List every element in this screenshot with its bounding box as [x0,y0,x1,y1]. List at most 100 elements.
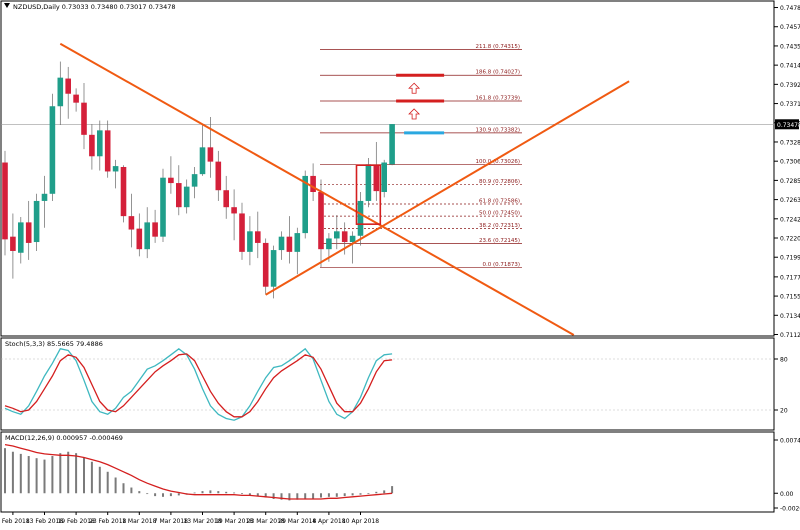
highlight-box [355,164,382,225]
macd-histogram-bar [169,493,172,497]
macd-histogram-bar [59,453,62,494]
macd-histogram-bar [154,493,157,497]
macd-histogram-bar [288,493,291,501]
macd-histogram-bar [209,490,212,494]
candle-bearish [215,161,222,191]
price-panel-header: NZDUSD,Daily 0.73033 0.73480 0.73017 0.7… [13,3,176,11]
candle-bullish [389,124,395,165]
candle-bearish [341,231,348,243]
stoch-line-d [4,353,393,418]
macd-signal-line [4,443,393,500]
candle-bullish [49,106,56,194]
macd-histogram-bar [359,493,362,495]
time-axis-label: 7 Mar 2018 [154,518,188,525]
price-axis-label: 0.74785 [780,5,800,12]
macd-axis-label: -0.00206 [780,506,800,513]
up-arrow-icon [408,82,421,94]
candle-bearish [136,228,143,250]
collapse-arrow-icon[interactable] [4,3,10,8]
trendline-ascending [265,80,630,296]
price-axis-label: 0.73925 [780,82,800,89]
candle-bullish [18,222,24,253]
candle-bullish [381,162,387,193]
time-axis-label: 13 Feb 2018 [26,518,64,525]
macd-histogram-bar [256,493,259,497]
candle-bearish [104,130,111,172]
macd-histogram-bar [11,451,14,494]
stoch-panel-frame [0,337,775,431]
candle-bullish [334,231,340,239]
candle-bearish [10,236,16,251]
candle-bullish [160,177,166,237]
candle-bullish [97,130,103,157]
time-axis-label: 23 Feb 2018 [89,518,127,525]
price-axis-label: 0.73065 [780,159,800,166]
macd-histogram-bar [320,493,322,498]
candle-bullish [349,235,356,243]
macd-histogram-bar [90,461,93,494]
candle-bearish [81,102,87,135]
price-axis-label: 0.72205 [780,236,800,243]
candle-bearish [262,242,269,287]
time-axis-label: 19 Feb 2018 [57,518,95,525]
candle-bearish [310,175,316,193]
time-axis-label: 7 Feb 2018 [0,518,30,525]
current-price-tag [775,119,799,130]
candle-bearish [231,207,237,214]
macd-histogram-bar [4,448,6,494]
macd-histogram-bar [343,493,346,497]
macd-axis-label: 0.00 [780,491,794,498]
candle-bullish [270,250,277,287]
candle-bullish [357,200,364,236]
macd-histogram-bar [138,491,141,494]
candle-bearish [373,165,380,192]
macd-panel [4,443,394,501]
macd-histogram-bar [98,466,101,494]
candle-bullish [191,174,198,187]
candle-bearish [2,162,8,240]
current-price-label: 0.73478 [777,122,800,129]
macd-histogram-bar [193,492,196,494]
candle-bullish [302,175,308,234]
macd-histogram-bar [162,493,164,497]
price-axis-label: 0.74355 [780,43,800,50]
macd-histogram-bar [296,493,299,500]
macd-histogram-bar [391,486,394,494]
candle-bearish [207,147,214,162]
price-axis-label: 0.71555 [780,294,800,301]
macd-histogram-bar [241,493,243,495]
macd-histogram-bar [67,451,70,494]
time-axis-label: 29 Mar 2018 [278,518,316,525]
candle-bearish [128,216,135,230]
fib-level-label: 100.0 (0.73026) [475,159,520,165]
macd-histogram-bar [375,491,378,494]
candle-bearish [73,94,79,103]
candle-bearish [89,134,95,157]
candle-bearish [239,213,245,252]
macd-histogram-bar [272,493,275,499]
candle-bearish [152,222,158,237]
fib-level-label: 211.8 (0.74315) [475,44,520,50]
fib-level-label: 130.9 (0.73382) [475,127,520,133]
fib-level-label: 23.6 (0.72145) [479,238,520,244]
time-axis-label: 19 Mar 2018 [215,518,253,525]
macd-histogram-bar [248,493,251,496]
macd-histogram-bar [312,493,315,499]
macd-axis-label: 0.007446 [780,438,800,445]
macd-histogram-bar [383,490,386,494]
candle-bearish [168,177,174,184]
macd-histogram-bar [43,459,46,494]
macd-histogram-bar [146,493,149,495]
candle-bullish [144,222,150,250]
fib-level-label: 161.8 (0.73739) [475,95,520,101]
candle-bullish [112,166,119,172]
